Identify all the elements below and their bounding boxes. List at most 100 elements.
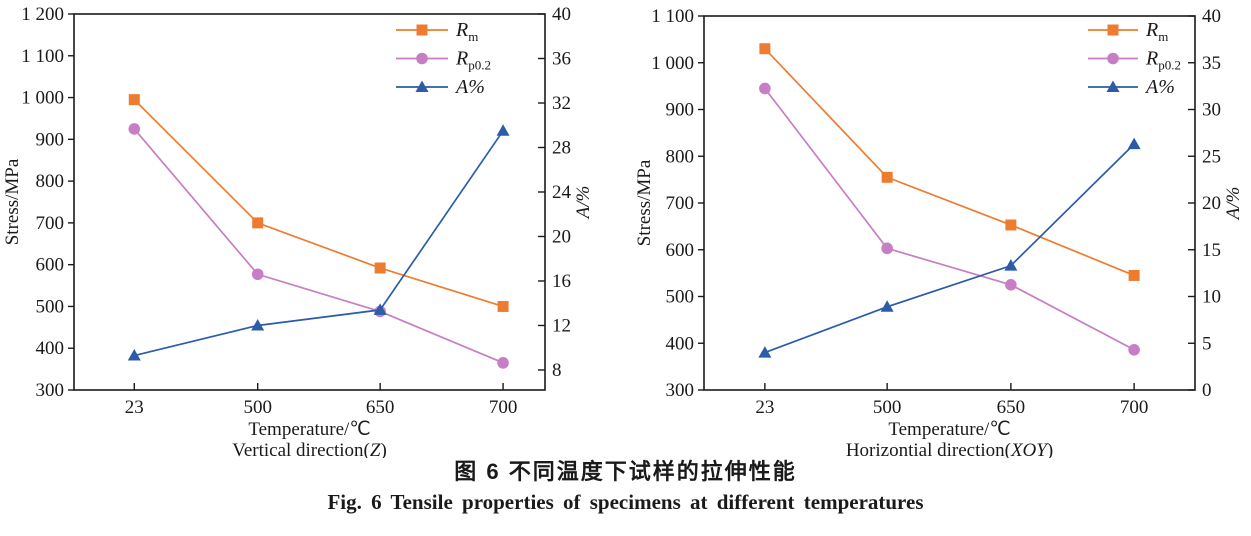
y-left-tick-label: 600 [36, 255, 65, 276]
x-axis-title: Temperature/℃ [888, 419, 1010, 440]
x-tick-label: 500 [243, 397, 272, 418]
legend-label: Rm [455, 19, 478, 44]
y-left-tick-label: 1 000 [651, 53, 694, 74]
legend-item-A%: A% [396, 76, 485, 98]
series-line [764, 143, 1135, 354]
circle-marker [251, 268, 264, 281]
y-axis-left-title: Stress/MPa [634, 159, 655, 246]
legend-item-Rp0.2: Rp0.2 [1088, 48, 1181, 73]
series-line [764, 48, 1135, 277]
x-axis-title: Temperature/℃ [248, 419, 370, 440]
square-marker [128, 94, 140, 106]
series-line [134, 130, 504, 357]
y-right-tick-label: 12 [552, 315, 571, 336]
y-left-tick-label: 700 [666, 193, 695, 214]
series-A% [758, 137, 1141, 358]
legend-label: A% [1144, 76, 1175, 98]
chart-vertical-z: 1 200 1 100 1 000 900 800 700 600 500 400 300 40 36… [2, 4, 594, 458]
y-left-tick-label: 900 [36, 129, 65, 150]
y-right-tick-label: 10 [1202, 287, 1221, 308]
legend-label: Rm [1145, 19, 1168, 44]
chart-horizontial-xoy: 1 100 1 000 900 800 700 600 500 400 300 40 35 30 25 2… [634, 6, 1244, 458]
y-axis-right-title: A/% [573, 186, 594, 221]
caption-chinese: 图 6 不同温度下试样的拉伸性能 [454, 459, 797, 484]
triangle-marker [415, 80, 429, 92]
y-left-tick-label: 800 [36, 171, 65, 192]
y-right-tick-label: 40 [1202, 6, 1221, 27]
y-left-tick-label: 700 [36, 213, 65, 234]
square-marker [416, 24, 428, 36]
y-right-tick-label: 8 [552, 360, 562, 381]
y-right-tick-label: 20 [1202, 193, 1221, 214]
series-line [133, 99, 504, 308]
y-left-tick-label: 400 [666, 333, 695, 354]
square-marker [1107, 24, 1119, 36]
circle-marker [1005, 279, 1017, 291]
y-right-tick-label: 35 [1202, 53, 1221, 74]
y-right-tick-label: 24 [552, 182, 572, 203]
triangle-marker [1004, 259, 1018, 271]
y-left-tick-label: 400 [36, 338, 65, 359]
x-tick-label: 23 [755, 397, 774, 418]
series-Rm [128, 94, 509, 312]
x-tick-label: 700 [489, 397, 518, 418]
y-right-tick-label: 15 [1202, 240, 1221, 261]
y-axis-right: 40 35 30 25 20 15 10 5 0 [1188, 6, 1221, 401]
y-left-tick-label: 600 [666, 240, 695, 261]
y-left-tick-label: 300 [36, 380, 65, 401]
triangle-marker [1127, 137, 1141, 150]
y-left-tick-label: 1 100 [651, 6, 694, 27]
circle-marker [759, 82, 771, 95]
y-right-tick-label: 36 [552, 48, 571, 69]
plot-border [73, 13, 546, 391]
series-A% [127, 124, 510, 361]
x-axis: 23 500 650 700 [125, 383, 518, 418]
y-right-tick-label: 32 [552, 93, 571, 114]
x-tick-label: 700 [1120, 397, 1149, 418]
y-right-tick-label: 20 [552, 226, 571, 247]
caption-english: Fig. 6 Tensile properties of specimens a… [327, 489, 924, 514]
y-left-tick-label: 1 200 [21, 4, 64, 25]
legend-label: Rp0.2 [455, 48, 491, 73]
circle-marker [128, 123, 141, 135]
series-line [133, 128, 504, 364]
triangle-marker [127, 349, 141, 361]
circle-marker [416, 52, 428, 65]
series-Rp0.2 [759, 82, 1140, 356]
triangle-marker [251, 318, 265, 331]
x-tick-label: 23 [125, 397, 144, 418]
circle-marker [1128, 343, 1140, 356]
legend-label: A% [454, 76, 485, 98]
x-tick-label: 500 [873, 397, 902, 418]
y-left-tick-label: 500 [666, 287, 695, 308]
y-left-tick-label: 500 [36, 296, 65, 317]
x-tick-label: 650 [366, 397, 395, 418]
figure-caption: 图 6 不同温度下试样的拉伸性能 Fig. 6 Tensile properti… [0, 458, 1251, 518]
series-Rm [759, 43, 1140, 281]
y-right-tick-label: 5 [1202, 333, 1212, 354]
y-axis-right-title: A/% [1223, 187, 1244, 222]
y-left-tick-label: 1 100 [21, 46, 64, 67]
y-left-tick-label: 300 [666, 380, 695, 401]
triangle-marker [373, 303, 387, 315]
y-axis-left: 1 100 1 000 900 800 700 600 500 400 300 [651, 6, 704, 401]
y-left-tick-label: 900 [666, 100, 695, 121]
triangle-marker [1106, 80, 1120, 92]
square-marker [252, 217, 264, 229]
direction-label: Horizontial direction(XOY) [846, 440, 1053, 458]
legend-item-Rp0.2: Rp0.2 [396, 48, 491, 73]
y-left-tick-label: 1 000 [21, 88, 64, 109]
triangle-marker [880, 300, 894, 312]
legend: Rm Rp0.2 A% [396, 19, 491, 98]
y-axis-left: 1 200 1 100 1 000 900 800 700 600 500 400 300 [21, 4, 74, 401]
x-tick-label: 650 [997, 397, 1026, 418]
charts-row: 1 200 1 100 1 000 900 800 700 600 500 400 300 40 36… [2, 4, 1244, 458]
triangle-marker [496, 124, 510, 136]
y-right-tick-label: 0 [1202, 380, 1212, 401]
y-axis-right: 40 36 32 28 24 20 16 12 8 [538, 4, 572, 381]
y-axis-left-title: Stress/MPa [2, 158, 23, 245]
legend-label: Rp0.2 [1145, 48, 1181, 73]
y-right-tick-label: 28 [552, 137, 571, 158]
square-marker [1005, 219, 1017, 231]
